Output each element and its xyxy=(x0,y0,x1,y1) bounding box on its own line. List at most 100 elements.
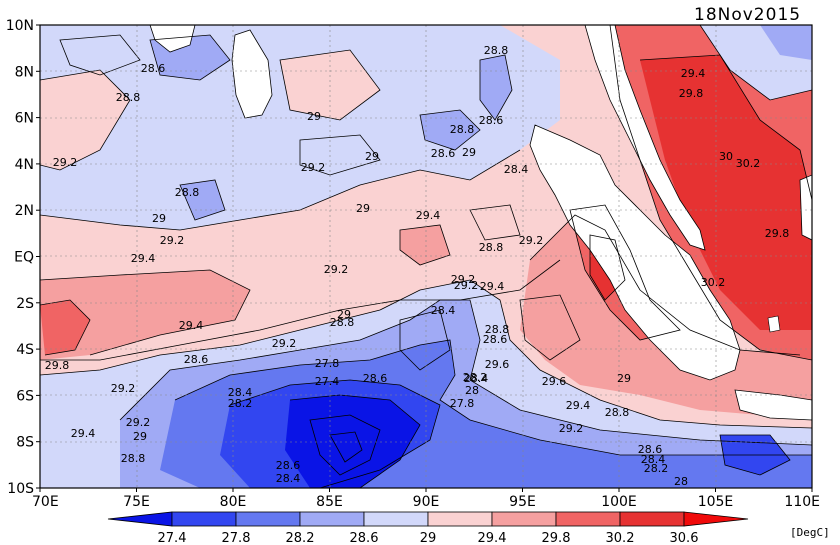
contour-value-label: 29 xyxy=(307,110,321,123)
contour-value-label: 29.4 xyxy=(416,209,441,222)
contour-value-label: 28.6 xyxy=(479,114,504,127)
contour-value-label: 29.8 xyxy=(765,227,790,240)
contour-value-label: 30 xyxy=(719,150,733,163)
lon-label: 85E xyxy=(316,494,343,510)
colorbar-segment xyxy=(683,511,749,527)
contour-value-label: 28.2 xyxy=(228,397,253,410)
lat-label: 2N xyxy=(15,203,34,219)
contour-value-label: 28.4 xyxy=(431,304,456,317)
contour-value-label: 28.4 xyxy=(641,453,666,466)
contour-value-label: 28.8 xyxy=(116,91,141,104)
colorbar-label: 27.8 xyxy=(222,531,251,545)
contour-value-label: 28.8 xyxy=(450,123,475,136)
contour-value-label: 29.2 xyxy=(126,416,151,429)
colorbar-label: 30.2 xyxy=(606,531,635,545)
colorbar-label: 27.4 xyxy=(158,531,187,545)
contour-value-label: 27.8 xyxy=(450,397,475,410)
sst-region-west-hot xyxy=(40,300,90,355)
contour-value-label: 29 xyxy=(356,202,370,215)
sst-region-eq-warm-2 xyxy=(400,225,450,265)
contour-value-label: 29.2 xyxy=(451,273,476,286)
lat-label: 8S xyxy=(16,435,34,451)
lon-label: 100E xyxy=(601,494,637,510)
contour-value-label: 28.8 xyxy=(479,241,504,254)
lat-label: 6N xyxy=(15,111,34,127)
lon-label: 80E xyxy=(220,494,247,510)
contour-value-label: 29.4 xyxy=(71,427,96,440)
contour-value-label: 29.2 xyxy=(519,234,544,247)
colorbar-label: 29.4 xyxy=(478,531,507,545)
contour-value-label: 29.4 xyxy=(179,319,204,332)
lat-label: 10S xyxy=(7,481,34,497)
colorbar-segment xyxy=(363,511,429,527)
lat-label: EQ xyxy=(14,250,34,266)
contour-value-label: 28.4 xyxy=(464,372,489,385)
contour-value-label: 28 xyxy=(465,384,479,397)
colorbar: 27.4 27.8 28.2 28.6 29 29.4 29.8 30.2 30.6 xyxy=(107,511,749,545)
contour-value-label: 28.8 xyxy=(485,323,510,336)
contour-value-label: 29.4 xyxy=(681,67,706,80)
contour-value-label: 29 xyxy=(462,146,476,159)
contour-value-label: 28.2 xyxy=(463,371,488,384)
sst-region-west-warm xyxy=(40,270,250,360)
lon-label: 75E xyxy=(123,494,150,510)
contour-value-label: 30.2 xyxy=(736,157,761,170)
contour-value-label: 28.6 xyxy=(363,372,388,385)
contour-value-label: 28.4 xyxy=(504,163,529,176)
contour-value-label: 28.2 xyxy=(644,462,669,475)
contour-value-label: 29.4 xyxy=(131,252,156,265)
lat-label: 2S xyxy=(16,296,34,312)
contour-value-label: 28.8 xyxy=(484,44,509,57)
colorbar-label: 29.8 xyxy=(542,531,571,545)
contour-value-label: 29 xyxy=(365,150,379,163)
contour-value-label: 28.6 xyxy=(276,459,301,472)
sst-region-south-coldest xyxy=(285,395,420,488)
colorbar-label: 28.2 xyxy=(286,531,315,545)
sst-region-fareast-cool-2 xyxy=(760,25,812,60)
contour-value-label: 29.2 xyxy=(160,234,185,247)
sst-region-fareast-hot xyxy=(640,55,812,330)
colorbar-label: 30.6 xyxy=(670,531,699,545)
contour-value-label: 30.2 xyxy=(701,276,726,289)
lat-label: 4S xyxy=(16,342,34,358)
contour-labels: 28.8 28.6 28.8 29 29.4 29.8 28.8 28.6 29 28.6 29.2… xyxy=(45,44,790,488)
contour-value-label: 27.4 xyxy=(315,375,340,388)
lat-label: 10N xyxy=(6,18,34,34)
lat-label: 6S xyxy=(16,388,34,404)
lon-label: 110E xyxy=(784,494,820,510)
contour-value-label: 29.6 xyxy=(485,358,510,371)
contour-value-label: 28.8 xyxy=(605,406,630,419)
contour-value-label: 28.8 xyxy=(121,452,146,465)
sst-region-cool-patch xyxy=(420,110,480,150)
contour-value-label: 29 xyxy=(133,430,147,443)
contour-value-label: 29 xyxy=(152,212,166,225)
contour-value-label: 28.6 xyxy=(431,147,456,160)
contour-value-label: 29 xyxy=(337,308,351,321)
land-sri-lanka xyxy=(231,29,273,119)
contour-value-label: 29.2 xyxy=(53,156,78,169)
colorbar-segment xyxy=(299,511,365,527)
grid-lines xyxy=(40,25,812,488)
contour-value-label: 29.2 xyxy=(111,382,136,395)
colorbar-label: 28.6 xyxy=(350,531,379,545)
colorbar-segment xyxy=(491,511,557,527)
contour-value-label: 28.8 xyxy=(175,186,200,199)
colorbar-segment xyxy=(619,511,685,527)
contour-value-label: 28.6 xyxy=(184,353,209,366)
sst-region-warm-nw xyxy=(40,70,130,170)
contour-value-label: 29.2 xyxy=(454,279,479,292)
lon-label: 105E xyxy=(698,494,734,510)
contour-value-label: 29.8 xyxy=(45,359,70,372)
contour-value-label: 29.2 xyxy=(324,263,349,276)
lon-label: 95E xyxy=(509,494,536,510)
contour-value-label: 29.4 xyxy=(480,280,505,293)
colorbar-segment xyxy=(555,511,621,527)
lat-label: 8N xyxy=(15,64,34,80)
contour-value-label: 29.6 xyxy=(542,375,567,388)
contour-value-label: 28.4 xyxy=(276,472,301,485)
colorbar-segment xyxy=(235,511,301,527)
contour-value-label: 28.4 xyxy=(228,386,253,399)
contour-value-label: 29 xyxy=(617,372,631,385)
contour-value-label: 28.6 xyxy=(638,443,663,456)
